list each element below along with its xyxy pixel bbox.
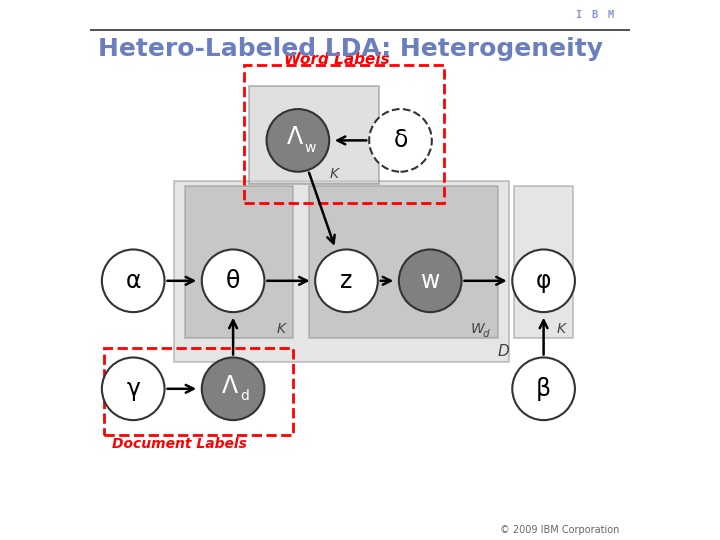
Text: D: D	[498, 344, 510, 359]
Circle shape	[512, 357, 575, 420]
Bar	[104, 348, 292, 435]
Text: γ: γ	[126, 377, 140, 401]
Bar	[249, 86, 379, 184]
Text: z: z	[341, 269, 353, 293]
Text: d: d	[482, 328, 489, 339]
Bar	[184, 186, 292, 338]
Circle shape	[399, 249, 462, 312]
Text: B: B	[592, 10, 598, 20]
Text: Λ: Λ	[287, 125, 302, 149]
Circle shape	[102, 249, 164, 312]
Bar	[174, 181, 508, 362]
Circle shape	[266, 109, 329, 172]
Text: © 2009 IBM Corporation: © 2009 IBM Corporation	[500, 524, 619, 535]
Circle shape	[369, 109, 432, 172]
Text: w: w	[420, 269, 440, 293]
Text: θ: θ	[226, 269, 240, 293]
Text: W: W	[471, 322, 485, 336]
Circle shape	[315, 249, 378, 312]
Bar	[309, 186, 498, 338]
Circle shape	[202, 249, 264, 312]
Text: K: K	[557, 322, 566, 336]
Circle shape	[102, 357, 164, 420]
Text: δ: δ	[393, 129, 408, 152]
Text: Word Labels: Word Labels	[284, 52, 390, 68]
Bar	[244, 65, 444, 202]
Text: α: α	[125, 269, 141, 293]
Text: φ: φ	[536, 269, 552, 293]
Text: K: K	[276, 322, 285, 336]
Circle shape	[202, 357, 264, 420]
Text: Λ: Λ	[222, 374, 238, 397]
Text: K: K	[330, 167, 339, 181]
Text: Hetero-Labeled LDA: Heterogeneity: Hetero-Labeled LDA: Heterogeneity	[98, 37, 603, 60]
Text: β: β	[536, 377, 552, 401]
Circle shape	[512, 249, 575, 312]
Text: M: M	[608, 10, 614, 20]
Text: Document Labels: Document Labels	[112, 437, 246, 451]
Text: d: d	[240, 389, 249, 403]
Text: I: I	[575, 10, 582, 20]
Text: w: w	[304, 141, 315, 155]
Bar	[514, 186, 573, 338]
